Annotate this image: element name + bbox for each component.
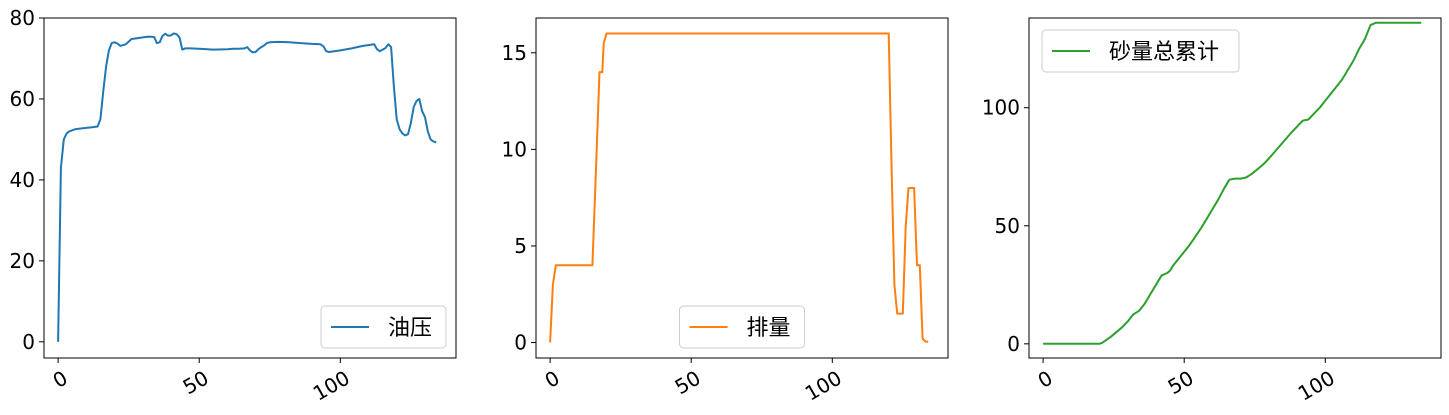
y-tick-label: 5 xyxy=(514,234,527,258)
legend-label: 油压 xyxy=(388,316,432,341)
sand-cumulative-chart: 0 50 100 0 50 100 砂量总累计 xyxy=(982,17,1442,406)
legend: 砂量总累计 xyxy=(1041,29,1240,73)
axes-frame xyxy=(43,17,457,359)
x-tick-label: 0 xyxy=(49,366,72,393)
legend-frame xyxy=(679,305,805,349)
x-tick-label: 0 xyxy=(541,366,564,393)
y-tick-label: 0 xyxy=(514,331,527,355)
y-tick-label: 60 xyxy=(10,87,35,111)
legend: 油压 xyxy=(320,305,447,349)
y-tick-label: 15 xyxy=(502,41,527,65)
y-tick-label: 100 xyxy=(982,96,1020,120)
x-tick-label: 100 xyxy=(309,366,354,406)
x-tick-label: 50 xyxy=(1164,366,1198,400)
x-tick-label: 50 xyxy=(671,366,705,400)
series-line xyxy=(1043,21,1422,345)
x-tick-label: 0 xyxy=(1034,366,1057,393)
y-tick-label: 20 xyxy=(10,249,35,273)
y-tick-label: 40 xyxy=(10,168,35,192)
legend-frame xyxy=(1041,29,1240,73)
y-tick-label: 80 xyxy=(10,6,35,30)
x-tick-label: 100 xyxy=(801,366,846,406)
y-tick-label: 50 xyxy=(995,214,1020,238)
axes-frame xyxy=(535,17,949,359)
legend: 排量 xyxy=(679,305,805,349)
legend-label: 排量 xyxy=(747,316,791,341)
y-tick-label: 0 xyxy=(22,330,35,354)
axes-frame xyxy=(1028,17,1442,359)
x-tick-label: 50 xyxy=(179,366,213,400)
legend-frame xyxy=(320,305,447,349)
series-line xyxy=(57,32,437,342)
x-tick-label: 100 xyxy=(1294,366,1339,406)
oil-pressure-chart: 0 20 40 60 80 0 50 100 油压 xyxy=(10,6,457,406)
y-tick-label: 0 xyxy=(1007,332,1020,356)
displacement-chart: 0 5 10 15 0 50 100 排量 xyxy=(502,17,949,406)
y-tick-label: 10 xyxy=(502,137,527,161)
series-line xyxy=(549,32,929,343)
legend-label: 砂量总累计 xyxy=(1109,40,1219,65)
